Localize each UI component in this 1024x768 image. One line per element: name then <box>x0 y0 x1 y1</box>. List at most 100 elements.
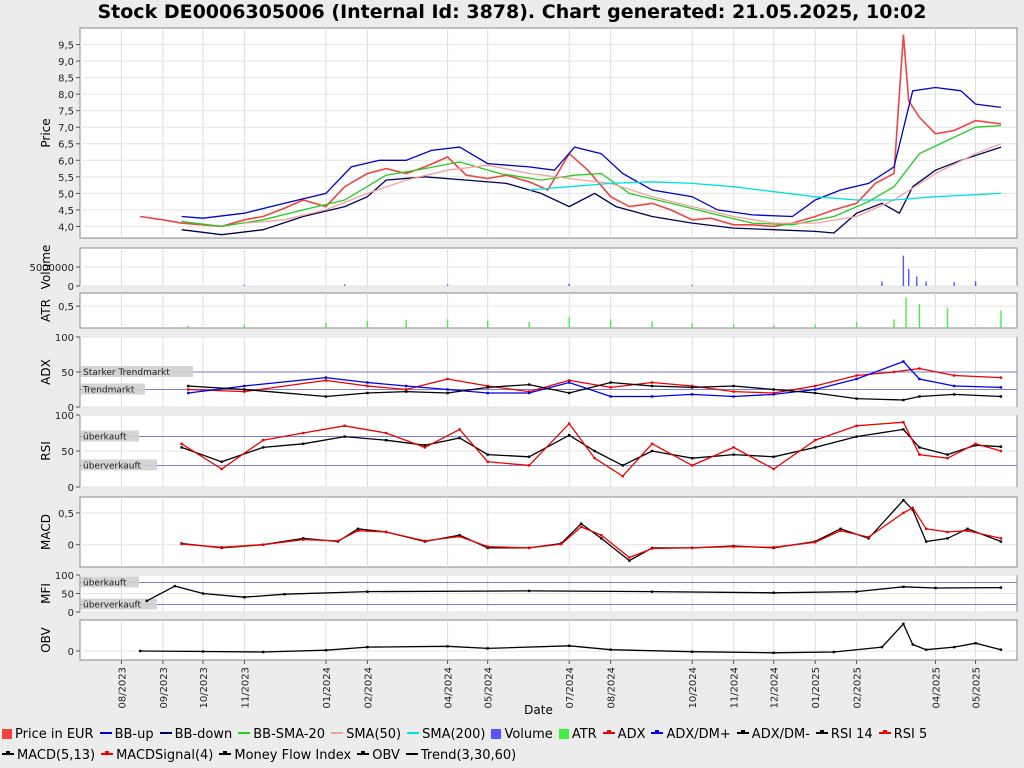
series-adx-dm- <box>187 381 1003 402</box>
data-point <box>261 439 265 442</box>
data-point <box>732 446 735 449</box>
data-point <box>446 645 449 648</box>
data-point <box>366 381 369 384</box>
reference-label: überkauft <box>83 433 127 443</box>
legend-item: RSI 14 <box>815 724 873 745</box>
series-atr <box>187 297 1002 328</box>
data-point <box>527 390 531 393</box>
x-tick-label: 08/2024 <box>607 667 618 709</box>
data-point <box>180 442 183 445</box>
legend-label: ADX <box>617 727 646 742</box>
data-point <box>772 455 775 458</box>
data-point <box>458 535 461 538</box>
data-point <box>384 530 388 534</box>
data-point <box>609 386 612 389</box>
data-point <box>404 388 408 391</box>
data-point <box>732 453 735 456</box>
data-point <box>187 391 190 395</box>
data-point <box>690 464 694 467</box>
data-point <box>952 384 956 388</box>
data-point <box>690 386 694 389</box>
chart-title: Stock DE0006305006 (Internal Id: 3878). … <box>97 1 927 23</box>
data-point <box>356 527 360 531</box>
data-point <box>999 376 1003 379</box>
data-point <box>732 390 735 393</box>
data-point <box>568 381 571 384</box>
data-point <box>366 590 369 593</box>
data-point <box>486 545 489 548</box>
data-point <box>486 453 489 456</box>
legend-label: SMA(50) <box>346 727 402 742</box>
data-point <box>974 442 977 445</box>
legend-item: ADX/DM- <box>736 724 810 745</box>
data-point <box>911 506 914 510</box>
series-money-flow-index <box>145 584 1003 603</box>
data-point <box>527 546 531 550</box>
data-point <box>180 542 183 546</box>
legend-label: MACDSignal(4) <box>116 748 214 763</box>
legend-label: Money Flow Index <box>234 748 352 763</box>
legend-item: ADX/DM+ <box>651 724 731 745</box>
legend-label: ADX/DM+ <box>666 727 731 742</box>
series-rsi-14 <box>180 428 1003 467</box>
y-tick-label: 100 <box>55 333 74 344</box>
series-line <box>181 506 1002 559</box>
data-point <box>593 449 596 453</box>
data-point <box>813 384 817 388</box>
data-point <box>220 460 223 463</box>
data-point <box>187 384 190 388</box>
legend-label: ATR <box>571 727 597 742</box>
data-point <box>527 391 531 395</box>
legend-swatch <box>491 729 502 739</box>
y-tick-label: 50 <box>61 447 74 458</box>
reference-label-bg <box>81 430 139 442</box>
data-point <box>336 539 340 543</box>
data-point <box>999 537 1003 540</box>
y-axis-label: RSI <box>39 441 53 461</box>
y-tick-label: 0 <box>68 403 74 414</box>
data-point <box>813 439 817 442</box>
data-point <box>813 446 817 449</box>
panel-adx: 0 50 100 ADX Starker Trendmarkt Trendmarkt <box>39 333 1018 414</box>
data-point <box>902 398 905 402</box>
data-point <box>999 540 1003 543</box>
legend-swatch <box>219 751 232 755</box>
legend-swatch <box>238 732 251 734</box>
data-point <box>261 543 265 546</box>
legend-item: BB-down <box>159 724 233 745</box>
data-point <box>384 439 388 442</box>
legend-item: MACD(5,13) <box>2 745 95 766</box>
data-point <box>650 442 654 445</box>
legend-label: BB-down <box>174 727 233 742</box>
data-point <box>839 529 842 532</box>
reference-label-bg <box>81 576 139 588</box>
data-point <box>902 421 905 424</box>
legend-swatch <box>101 751 114 755</box>
y-tick-label: 9,5 <box>58 41 74 52</box>
data-point <box>966 527 969 531</box>
data-point <box>690 457 694 460</box>
data-point <box>568 433 571 437</box>
data-point <box>423 446 427 449</box>
series-line <box>181 86 1002 219</box>
data-point <box>839 527 842 531</box>
data-point <box>423 539 427 543</box>
y-tick-label: 7,0 <box>58 123 74 134</box>
y-axis-label: OBV <box>39 626 53 652</box>
data-point <box>446 377 449 381</box>
legend-label: SMA(200) <box>422 727 486 742</box>
data-point <box>772 391 775 395</box>
panel-obv: 0 OBV <box>39 619 1018 661</box>
y-axis-label: Price <box>39 118 53 147</box>
data-point <box>568 379 571 382</box>
legend-label: RSI 5 <box>893 727 928 742</box>
legend-item: OBV <box>357 745 400 766</box>
legend-item: Money Flow Index <box>219 745 351 766</box>
data-point <box>650 547 654 550</box>
legend-swatch <box>407 732 420 734</box>
data-point <box>974 642 977 645</box>
data-point <box>911 508 914 511</box>
legend-item: Volume <box>491 724 553 745</box>
